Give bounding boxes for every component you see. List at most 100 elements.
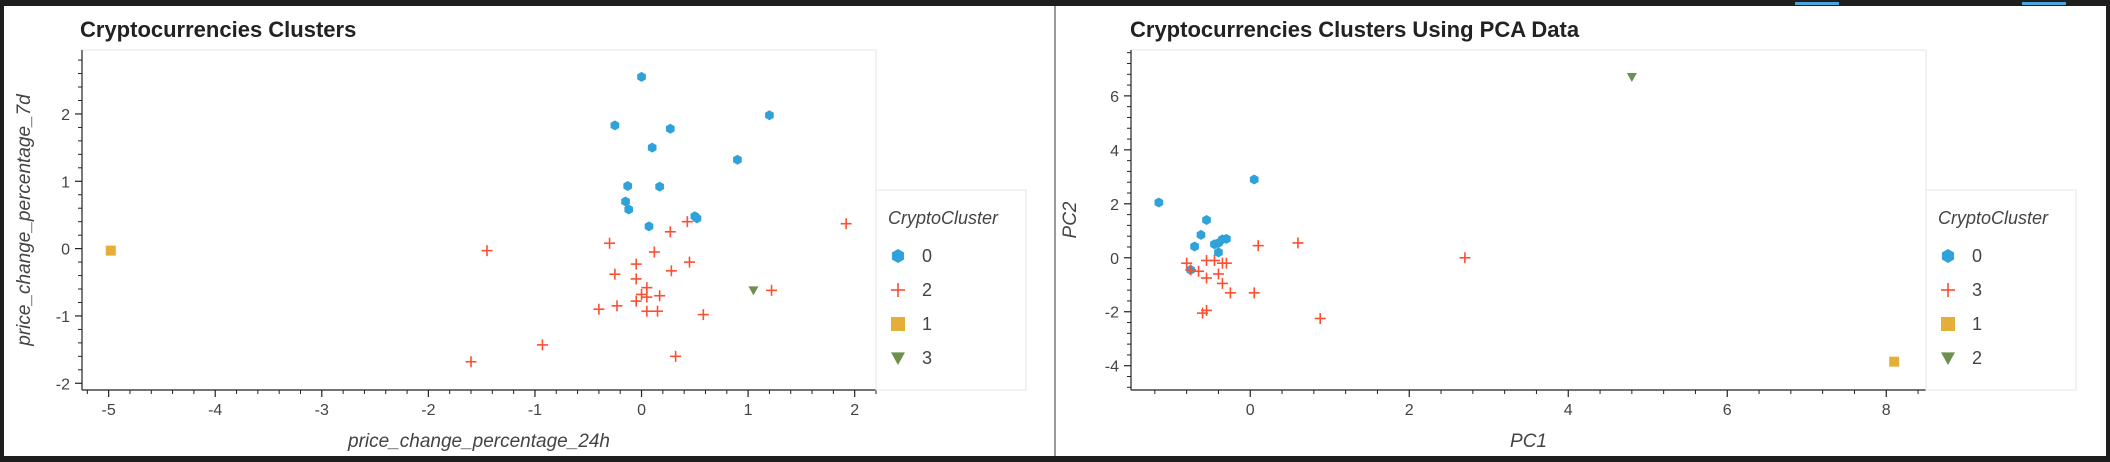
data-point-cluster-0[interactable]: [765, 110, 774, 121]
legend-entry-label: 1: [922, 314, 932, 334]
chart-pca-clusters[interactable]: Cryptocurrencies Clusters Using PCA Data…: [1056, 6, 2106, 456]
data-point-cluster-3[interactable]: [1314, 312, 1326, 324]
data-point-cluster-0[interactable]: [621, 196, 630, 207]
data-point-cluster-0[interactable]: [610, 120, 620, 131]
data-point-cluster-0[interactable]: [1214, 247, 1223, 258]
y-tick-label: 2: [1110, 197, 1119, 214]
data-point-cluster-2[interactable]: [664, 226, 676, 238]
data-point-cluster-3[interactable]: [1220, 257, 1232, 269]
x-tick-label: -2: [421, 402, 435, 419]
data-point-cluster-2[interactable]: [681, 216, 693, 228]
x-tick-label: 2: [850, 402, 859, 419]
legend-marker-cluster-2[interactable]: [1941, 352, 1955, 365]
data-point-cluster-2[interactable]: [630, 295, 642, 307]
data-point-cluster-2[interactable]: [604, 237, 616, 249]
legend-marker-cluster-3[interactable]: [891, 352, 905, 365]
data-point-cluster-0[interactable]: [1202, 215, 1211, 225]
x-tick-label: -3: [315, 402, 329, 419]
window-bottom-border: [0, 456, 2110, 462]
data-point-cluster-0[interactable]: [624, 204, 634, 215]
data-point-cluster-2[interactable]: [611, 300, 623, 312]
x-tick-label: -1: [528, 402, 542, 419]
data-point-cluster-0[interactable]: [692, 213, 702, 224]
data-point-cluster-0[interactable]: [1154, 197, 1164, 208]
y-tick-label: -2: [1105, 305, 1119, 322]
legend-marker-cluster-0[interactable]: [891, 249, 905, 263]
data-point-cluster-2[interactable]: [665, 265, 677, 277]
data-point-cluster-3[interactable]: [1459, 252, 1471, 264]
window-top-border: [0, 0, 2110, 6]
legend-entry-label: 3: [922, 348, 932, 368]
y-axis-label: PC2: [1060, 201, 1081, 238]
legend-marker-cluster-3[interactable]: [1941, 283, 1955, 297]
data-point-cluster-2[interactable]: [630, 258, 642, 270]
data-point-cluster-3[interactable]: [1185, 264, 1197, 276]
data-point-cluster-2[interactable]: [683, 256, 695, 268]
data-point-cluster-2[interactable]: [630, 273, 642, 285]
data-point-cluster-0[interactable]: [733, 154, 742, 165]
data-point-cluster-3[interactable]: [1193, 265, 1205, 277]
data-point-cluster-0[interactable]: [1196, 229, 1206, 240]
chart-title: Cryptocurrencies Clusters Using PCA Data: [1130, 17, 1580, 42]
legend-marker-cluster-2[interactable]: [891, 283, 905, 297]
legend-entry-label: 0: [1972, 246, 1982, 266]
data-point-cluster-2[interactable]: [766, 284, 778, 296]
data-point-cluster-3[interactable]: [1212, 268, 1224, 280]
y-tick-label: -1: [56, 309, 70, 326]
data-point-cluster-3[interactable]: [1216, 277, 1228, 289]
chart-title: Cryptocurrencies Clusters: [80, 17, 356, 42]
data-point-cluster-2[interactable]: [670, 350, 682, 362]
x-axis-label: price_change_percentage_24h: [347, 431, 610, 452]
tab-indicator: [1795, 2, 1839, 5]
data-point-cluster-3[interactable]: [1208, 254, 1220, 266]
data-point-cluster-0[interactable]: [644, 221, 654, 232]
data-point-cluster-2[interactable]: [641, 305, 653, 317]
panel-divider: [1054, 6, 1056, 456]
legend-marker-cluster-1[interactable]: [891, 317, 905, 331]
legend-entry-label: 2: [1972, 348, 1982, 368]
data-point-cluster-0[interactable]: [623, 181, 633, 191]
data-point-cluster-3[interactable]: [1292, 237, 1304, 249]
data-point-cluster-3[interactable]: [1181, 257, 1193, 269]
data-point-cluster-3[interactable]: [1201, 304, 1213, 316]
data-point-cluster-1[interactable]: [1889, 356, 1900, 367]
data-point-cluster-2[interactable]: [641, 282, 653, 294]
x-tick-label: 0: [637, 402, 646, 419]
data-point-cluster-2[interactable]: [593, 303, 605, 315]
data-point-cluster-3[interactable]: [1224, 287, 1236, 299]
x-tick-label: 2: [1405, 402, 1414, 419]
legend-entry-label: 3: [1972, 280, 1982, 300]
legend-marker-cluster-1[interactable]: [1941, 317, 1955, 331]
x-axis-label: PC1: [1510, 431, 1547, 452]
data-point-cluster-3[interactable]: [748, 286, 759, 296]
data-point-cluster-2[interactable]: [840, 218, 852, 230]
data-point-cluster-2[interactable]: [697, 309, 709, 321]
data-point-cluster-0[interactable]: [1218, 234, 1227, 245]
data-point-cluster-0[interactable]: [1249, 174, 1259, 185]
window-left-border: [0, 0, 4, 462]
data-point-cluster-0[interactable]: [637, 71, 646, 82]
data-point-cluster-2[interactable]: [652, 305, 664, 317]
data-point-cluster-2[interactable]: [465, 356, 477, 368]
data-point-cluster-2[interactable]: [641, 291, 653, 303]
data-point-cluster-2[interactable]: [609, 268, 621, 280]
data-point-cluster-1[interactable]: [105, 245, 116, 256]
legend-title: CryptoCluster: [1938, 208, 2049, 228]
data-point-cluster-0[interactable]: [665, 123, 675, 134]
data-point-cluster-0[interactable]: [655, 181, 664, 192]
data-point-cluster-2[interactable]: [648, 246, 660, 258]
data-point-cluster-2[interactable]: [1626, 72, 1637, 82]
data-point-cluster-3[interactable]: [1252, 240, 1264, 252]
chart-clusters[interactable]: Cryptocurrencies Clusters -5 -4 -3 -2 -1 0 1 2 -…: [4, 6, 1054, 456]
data-point-cluster-3[interactable]: [1248, 287, 1260, 299]
data-point-cluster-0[interactable]: [647, 142, 657, 153]
legend-marker-cluster-0[interactable]: [1941, 249, 1955, 263]
data-point-cluster-3[interactable]: [1201, 272, 1213, 284]
chart-panel-pca: Cryptocurrencies Clusters Using PCA Data…: [1056, 6, 2106, 456]
x-tick-label: -5: [102, 402, 116, 419]
data-point-cluster-2[interactable]: [654, 290, 666, 302]
data-point-cluster-2[interactable]: [481, 245, 493, 257]
data-point-cluster-2[interactable]: [536, 339, 548, 351]
data-point-cluster-2[interactable]: [636, 288, 648, 300]
data-point-cluster-0[interactable]: [1190, 241, 1199, 252]
